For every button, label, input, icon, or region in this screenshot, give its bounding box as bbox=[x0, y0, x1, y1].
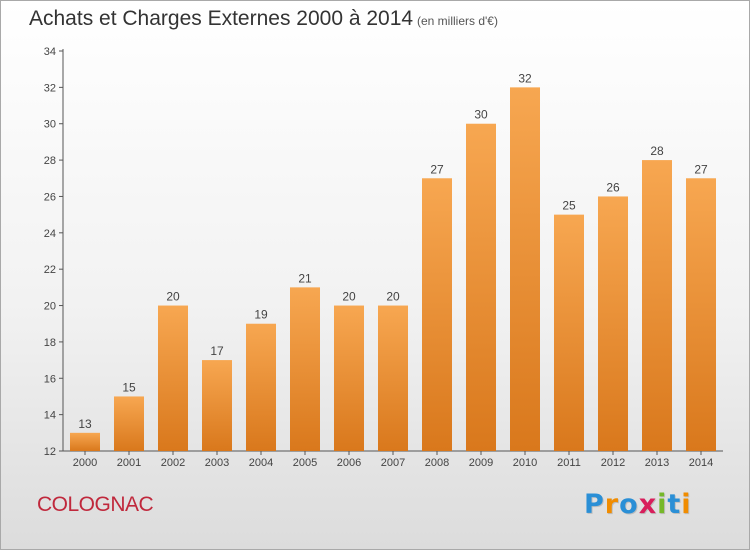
x-tick-label: 2001 bbox=[117, 457, 141, 469]
data-label: 27 bbox=[694, 162, 708, 176]
logo-letter: r bbox=[604, 489, 620, 520]
data-label: 19 bbox=[254, 308, 268, 322]
data-label: 21 bbox=[298, 271, 312, 285]
chart-title: Achats et Charges Externes 2000 à 2014 bbox=[29, 7, 414, 30]
bar bbox=[70, 432, 100, 451]
data-label: 17 bbox=[210, 344, 224, 358]
data-label: 15 bbox=[122, 380, 136, 394]
y-tick-label: 24 bbox=[44, 228, 56, 240]
data-label: 25 bbox=[562, 199, 576, 213]
x-tick-label: 2007 bbox=[381, 457, 405, 469]
logo-letter: i bbox=[681, 489, 692, 520]
chart-subtitle: (en milliers d'€) bbox=[417, 14, 498, 28]
bar bbox=[334, 305, 364, 451]
bar bbox=[114, 396, 144, 451]
x-tick-label: 2000 bbox=[73, 457, 97, 469]
x-tick-label: 2014 bbox=[689, 457, 713, 469]
x-tick-label: 2012 bbox=[601, 457, 625, 469]
data-label: 13 bbox=[78, 417, 92, 431]
y-tick-label: 28 bbox=[44, 155, 56, 167]
bar bbox=[246, 323, 276, 451]
logo-letter: o bbox=[619, 489, 639, 520]
bar bbox=[686, 178, 716, 452]
y-tick-label: 12 bbox=[44, 446, 56, 458]
x-tick-label: 2009 bbox=[469, 457, 493, 469]
y-tick-label: 26 bbox=[44, 191, 56, 203]
data-label: 20 bbox=[166, 290, 180, 304]
bar bbox=[510, 87, 540, 451]
x-tick-label: 2004 bbox=[249, 457, 273, 469]
x-tick-label: 2011 bbox=[557, 457, 581, 469]
y-tick-label: 34 bbox=[44, 46, 56, 58]
y-tick-label: 32 bbox=[44, 82, 56, 94]
bar bbox=[202, 360, 232, 451]
bar bbox=[642, 160, 672, 451]
x-tick-label: 2002 bbox=[161, 457, 185, 469]
bar bbox=[290, 287, 320, 451]
x-tick-label: 2006 bbox=[337, 457, 361, 469]
y-tick-label: 14 bbox=[44, 410, 56, 422]
logo-letter: x bbox=[638, 489, 658, 520]
bar bbox=[158, 305, 188, 451]
data-label: 32 bbox=[518, 71, 532, 85]
bar bbox=[378, 305, 408, 451]
data-label: 20 bbox=[386, 290, 400, 304]
bar bbox=[554, 214, 584, 451]
data-label: 28 bbox=[650, 144, 664, 158]
x-tick-label: 2003 bbox=[205, 457, 229, 469]
bar bbox=[598, 196, 628, 451]
commune-name: COLOGNAC bbox=[37, 493, 154, 516]
y-tick-label: 30 bbox=[44, 119, 56, 131]
data-label: 27 bbox=[430, 162, 444, 176]
y-tick-label: 20 bbox=[44, 301, 56, 313]
x-tick-label: 2010 bbox=[513, 457, 537, 469]
x-tick-label: 2008 bbox=[425, 457, 449, 469]
logo-letter: t bbox=[667, 489, 682, 520]
data-label: 30 bbox=[474, 108, 488, 122]
x-tick-label: 2013 bbox=[645, 457, 669, 469]
y-tick-label: 16 bbox=[44, 373, 56, 385]
bar bbox=[422, 178, 452, 452]
y-tick-label: 18 bbox=[44, 337, 56, 349]
bar bbox=[466, 123, 496, 452]
x-tick-label: 2005 bbox=[293, 457, 317, 469]
data-label: 20 bbox=[342, 290, 356, 304]
data-label: 26 bbox=[606, 180, 620, 194]
y-tick-label: 22 bbox=[44, 264, 56, 276]
logo-letter: i bbox=[657, 489, 668, 520]
logo-letter: P bbox=[584, 489, 605, 520]
